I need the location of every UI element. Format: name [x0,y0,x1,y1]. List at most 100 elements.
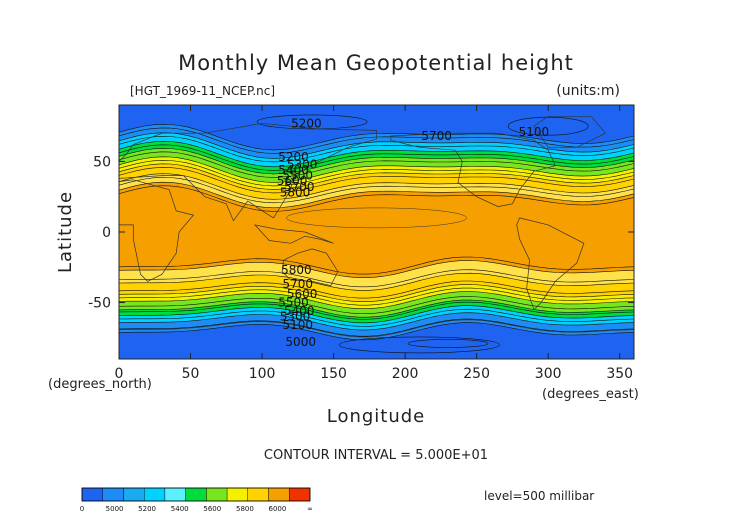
contour-line [339,336,500,354]
contour-line [119,167,634,194]
colorbar-swatch [289,487,311,502]
colorbar-label: 0 [80,505,84,513]
south-band [119,273,634,302]
coastline [516,217,585,311]
contour-line [119,269,634,288]
contour-line [286,207,467,229]
contour-lines [119,114,634,354]
colorbar-frame [81,487,311,502]
colorbar-swatch [226,487,249,502]
colorbar-swatch [247,487,269,502]
colorbar-swatch [102,487,124,502]
contour-line [119,144,634,171]
coastline [119,122,377,222]
colorbar-label: 5000 [106,505,124,513]
contour-line [507,116,589,136]
contour-label: 5700 [284,180,315,194]
y-tick-label: 50 [93,154,111,170]
colorbar-label: 5400 [171,505,189,513]
contour-line [119,163,634,190]
contour-label: 5100 [283,318,314,332]
level-text: level=500 millibar [484,489,594,503]
colorbar-label: 5800 [236,505,254,513]
x-axis-ticks: 0 50 100 150 200 250 300 350 [115,105,633,382]
y-axis-ticks: 50 0 -50 [88,154,634,312]
contour-line [119,147,634,175]
north-band [119,156,634,190]
north-band [119,105,634,150]
colorbar-label: 5200 [138,505,156,513]
colorbar-swatch [143,487,166,502]
contour-line [119,181,634,209]
contour-line [119,301,634,320]
south-band [119,300,634,323]
contour-label: 5700 [421,129,452,143]
colorbar: 0 5000 5200 5400 5600 5800 6000 ∞ [80,487,313,513]
contour-line [119,132,634,159]
x-tick-label: 250 [463,366,490,382]
colorbar-swatch [268,487,290,502]
contour-label: 5700 [283,277,314,291]
colorbar-swatch [81,487,103,502]
colorbar-label: 6000 [268,505,286,513]
contour-label: 5500 [283,169,314,183]
south-band [119,284,634,309]
colorbar-swatch [206,487,228,502]
contour-label: 5800 [280,186,311,200]
y-unit-label: (degrees_north) [48,377,152,392]
contour-line [119,308,634,327]
coastline [390,132,556,207]
contour-line [119,322,634,341]
south-band [119,312,634,340]
contour-line [119,135,634,163]
x-tick-label: 150 [320,366,347,382]
contour-line [119,318,634,337]
colorbar-label: 5600 [203,505,221,513]
contour-line [119,287,634,306]
north-band [119,163,634,200]
contour-label: 5000 [285,335,316,349]
contour-line [119,176,634,204]
y-axis-label: Latitude [55,191,76,273]
contour-line [407,339,489,348]
contour-line [119,140,634,168]
south-band [119,291,634,318]
colorbar-swatch [185,487,207,502]
contour-line [119,256,634,275]
colorbar-label: ∞ [307,505,313,513]
contour-label: 5500 [278,296,309,310]
contour-label: 5200 [291,116,322,130]
south-band [119,305,634,330]
south-band [119,322,634,359]
x-unit-label: (degrees_east) [542,387,639,402]
contour-line [119,284,634,302]
coastline [253,224,334,244]
contour-line [119,156,634,183]
y-tick-label: -50 [88,296,111,312]
file-label: [HGT_1969-11_NCEP.nc] [130,84,275,98]
contour-label: 5300 [287,157,318,171]
contour-label: 5100 [519,125,550,139]
contour-line [119,173,634,200]
coastline [281,248,339,287]
contour-label: 5300 [280,310,311,324]
x-tick-label: 200 [392,366,419,382]
contour-line [256,114,368,130]
contour-line [119,291,634,309]
contour-label: 5400 [278,163,309,177]
contour-line [119,260,634,278]
contour-interval-text: CONTOUR INTERVAL = 5.000E+01 [264,448,488,463]
contour-label: 5600 [287,287,318,301]
north-band [119,141,634,174]
south-band [119,260,634,291]
contour-label: 5800 [281,263,312,277]
contour-line [119,185,634,212]
x-tick-label: 300 [535,366,562,382]
contour-label: 5600 [277,174,308,188]
contour-line [119,272,634,291]
x-tick-label: 50 [182,366,200,382]
x-tick-label: 350 [606,366,633,382]
